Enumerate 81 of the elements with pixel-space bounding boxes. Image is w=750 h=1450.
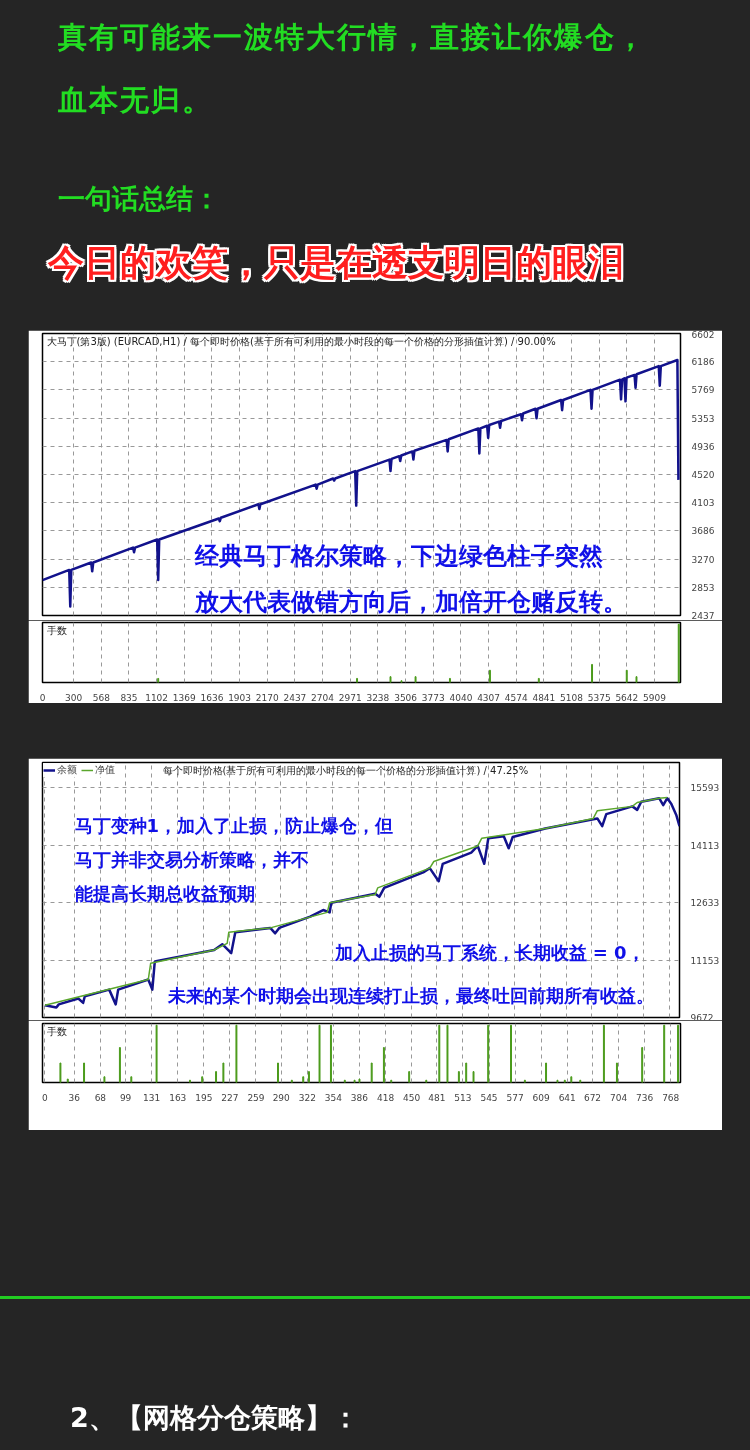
text: 真有可能来一波特大行情，直接让你爆仓，血本无归。 [58, 19, 648, 119]
x-tick-label: 641 [558, 1092, 576, 1103]
x-tick-label: 163 [169, 1092, 187, 1103]
y-tick-label: 6602 [691, 329, 715, 340]
x-tick-label: 195 [195, 1092, 213, 1103]
legend-label: 余额 [57, 763, 77, 777]
y-tick-label: 4103 [691, 498, 715, 509]
y-tick-label: 2437 [691, 611, 715, 621]
x-tick-label: 1903 [228, 692, 252, 703]
y-tick-label: 5353 [691, 413, 715, 424]
chart-title: 手数 [46, 624, 67, 636]
x-tick-label: 1102 [145, 692, 169, 703]
annotation: 马丁并非交易分析策略，并不 [74, 849, 309, 870]
x-tick-label: 609 [532, 1092, 551, 1103]
annotation: 马丁变种1，加入了止损，防止爆仓，但 [74, 815, 394, 836]
y-tick-label: 14113 [690, 840, 720, 851]
annotation: 未来的某个时期会出现连续打止损，最终吐回前期所有收益。 [166, 985, 654, 1006]
x-tick-label: 3773 [421, 692, 445, 703]
text: 一句话总结： [58, 182, 221, 216]
x-tick-label: 322 [298, 1092, 316, 1103]
x-tick-label: 568 [92, 692, 111, 703]
y-tick-label: 15593 [690, 783, 720, 794]
x-tick-label: 227 [221, 1092, 239, 1103]
x-tick-label: 386 [350, 1092, 369, 1103]
x-tick-label: 835 [120, 692, 138, 703]
y-tick-label: 4520 [691, 469, 715, 480]
x-tick-label: 1369 [172, 692, 197, 703]
x-tick-label: 481 [428, 1092, 446, 1103]
x-tick-label: 5108 [560, 692, 584, 703]
x-tick-label: 2437 [283, 692, 307, 703]
x-tick-label: 545 [480, 1092, 498, 1103]
x-tick-label: 513 [454, 1092, 472, 1103]
annotation: 能提高长期总收益预期 [74, 883, 255, 904]
x-tick-label: 418 [376, 1092, 395, 1103]
y-tick-label: 2853 [691, 582, 715, 593]
x-tick-label: 259 [247, 1092, 265, 1103]
chart-title: 大马丁(第3版) (EURCAD,H1) / 每个即时价格(基于所有可利用的最小时段的每一个价格的分形插值计算) / 90.00% [46, 335, 556, 347]
x-tick-label: 4841 [532, 692, 556, 703]
x-tick-label: 131 [143, 1092, 161, 1103]
x-tick-label: 4574 [504, 692, 528, 703]
x-tick-label: 68 [94, 1092, 107, 1103]
annotation: 加入止损的马丁系统，长期收益 = 0， [333, 942, 645, 963]
x-tick-label: 704 [609, 1092, 628, 1103]
chart-title: 每个即时价格(基于所有可利用的最小时段的每一个价格的分形插值计算) / 47.25% [162, 764, 529, 776]
y-tick-label: 4936 [691, 441, 715, 452]
x-tick-label: 290 [272, 1092, 291, 1103]
x-tick-label: 2170 [255, 692, 279, 703]
y-tick-label: 11153 [690, 955, 720, 966]
y-tick-label: 6186 [691, 357, 715, 368]
x-tick-label: 2704 [311, 692, 335, 703]
annotation: 放大代表做错方向后，加倍开仓赌反转。 [193, 587, 627, 616]
x-tick-label: 577 [506, 1092, 524, 1103]
text: 今日的欢笑，只是在透支明日的眼泪 [48, 240, 625, 285]
x-tick-label: 4307 [477, 692, 501, 703]
x-tick-label: 1636 [200, 692, 224, 703]
x-tick-label: 3238 [366, 692, 390, 703]
x-tick-label: 5642 [615, 692, 639, 703]
x-tick-label: 5375 [587, 692, 611, 703]
y-tick-label: 5769 [691, 385, 715, 396]
text: 2、【网格分仓策略】： [70, 1401, 360, 1435]
x-tick-label: 736 [636, 1092, 654, 1103]
x-tick-label: 2971 [338, 692, 362, 703]
annotation: 经典马丁格尔策略，下边绿色柱子突然 [193, 541, 604, 570]
legend-label: 净值 [95, 763, 115, 777]
x-tick-label: 0 [39, 692, 46, 703]
x-tick-label: 5909 [643, 692, 667, 703]
x-tick-label: 4040 [449, 692, 473, 703]
x-tick-label: 672 [583, 1092, 602, 1103]
y-tick-label: 12633 [690, 898, 720, 909]
x-tick-label: 768 [662, 1092, 680, 1103]
x-tick-label: 354 [324, 1092, 343, 1103]
x-tick-label: 450 [403, 1092, 421, 1103]
x-tick-label: 3506 [394, 692, 418, 703]
y-tick-label: 3270 [691, 554, 715, 565]
y-tick-label: 9672 [690, 1012, 714, 1023]
x-tick-label: 0 [42, 1092, 49, 1103]
x-tick-label: 300 [64, 692, 83, 703]
x-tick-label: 99 [119, 1092, 132, 1103]
x-tick-label: 36 [68, 1092, 81, 1103]
y-tick-label: 3686 [691, 526, 715, 537]
chart-title: 手数 [46, 1025, 67, 1037]
